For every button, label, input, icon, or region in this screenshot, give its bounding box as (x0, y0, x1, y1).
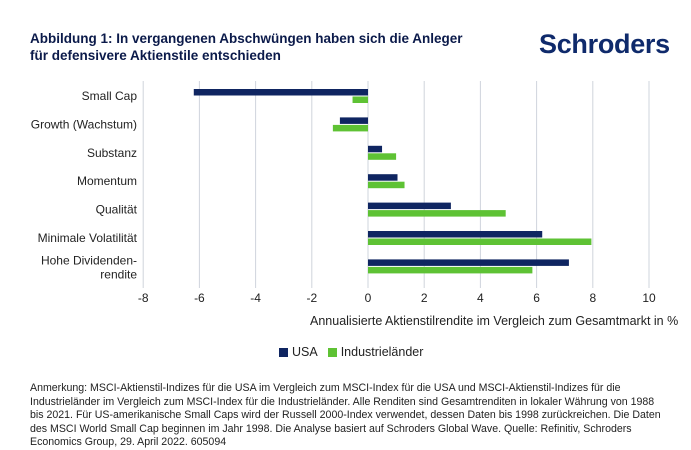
title-line-2: für defensivere Aktienstile entschieden (30, 48, 281, 63)
bar-usa-1 (339, 117, 368, 124)
title-line-1: Abbildung 1: In vergangenen Abschwüngen … (30, 31, 463, 46)
bar-usa-5 (368, 231, 543, 238)
category-label: Hohe Dividenden-rendite (41, 253, 137, 281)
gridlines (142, 81, 650, 288)
x-axis-label: Annualisierte Aktienstilrendite im Vergl… (310, 314, 678, 328)
bar-industrial-0 (352, 96, 368, 103)
category-label: Momentum (77, 174, 137, 188)
bar-industrial-1 (332, 124, 368, 132)
category-label: Qualität (96, 203, 138, 217)
x-tick-label: 4 (477, 291, 484, 305)
x-tick-label: -2 (306, 291, 317, 305)
category-labels: Small Cap Growth (Wachstum) Substanz Moment… (31, 89, 138, 281)
bar-industrial-4 (368, 210, 506, 217)
x-tick-label: 6 (533, 291, 540, 305)
bar-usa-2 (368, 145, 383, 153)
legend-swatch-usa (279, 347, 288, 357)
category-label: Growth (Wachstum) (31, 117, 137, 131)
category-label: Substanz (87, 146, 137, 160)
bar-industrial-5 (368, 238, 592, 245)
legend: USA Industrieländer (279, 345, 423, 359)
x-tick-label: 10 (642, 291, 656, 305)
bars (193, 89, 592, 274)
bar-usa-6 (368, 259, 569, 266)
category-label: Small Cap (82, 89, 138, 103)
x-tick-label: 0 (365, 291, 372, 305)
category-label: Minimale Volatilität (38, 231, 138, 245)
x-tick-labels: -8 -6 -4 -2 0 2 4 6 8 10 (138, 291, 656, 305)
x-tick-label: 8 (589, 291, 596, 305)
bar-usa-4 (368, 202, 451, 210)
bar-industrial-3 (368, 181, 405, 189)
x-tick-label: -8 (138, 291, 149, 305)
x-tick-label: -4 (250, 291, 261, 305)
bar-industrial-2 (368, 153, 397, 160)
legend-swatch-industrial (327, 347, 337, 357)
x-tick-label: -6 (194, 291, 205, 305)
bar-usa-0 (193, 89, 368, 96)
chart-title: Abbildung 1: In vergangenen Abschwüngen … (30, 30, 500, 64)
legend-label-usa: USA (292, 345, 318, 359)
bar-usa-3 (368, 174, 398, 181)
bar-industrial-6 (368, 266, 533, 274)
legend-label-industrial: Industrieländer (340, 345, 424, 359)
schroders-logo: Schroders (539, 29, 670, 59)
x-tick-label: 2 (421, 291, 428, 305)
footnote: Anmerkung: MSCI-Aktienstil-Indizes für d… (30, 382, 661, 448)
